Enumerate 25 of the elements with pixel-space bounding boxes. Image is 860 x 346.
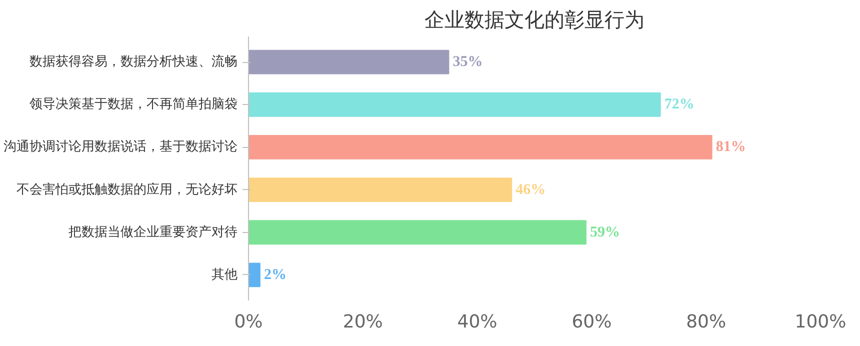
data-label: 59% [590, 224, 620, 240]
y-tick-label: 把数据当做企业重要资产对待 [68, 224, 238, 240]
y-tick-label: 领导决策基于数据，不再简单拍脑袋 [30, 97, 238, 112]
x-tick-label: 60% [572, 312, 612, 332]
x-tick-label: 20% [342, 312, 383, 332]
y-tick-label: 沟通协调讨论用数据说话，基于数据讨论 [4, 140, 238, 155]
x-tick-label: 40% [457, 312, 498, 332]
data-label: 72% [664, 96, 694, 113]
y-tick-label: 其他 [212, 267, 238, 282]
chart-title: 企业数据文化的彰显行为 [424, 8, 644, 32]
bar [248, 50, 450, 74]
y-tick-label: 数据获得容易，数据分析快速、流畅 [30, 54, 238, 70]
x-tick-label: 80% [686, 312, 726, 332]
data-label: 46% [516, 182, 546, 198]
bar [248, 178, 512, 202]
x-tick-label: 100% [794, 312, 846, 332]
bar [248, 262, 260, 288]
data-label: 2% [264, 266, 286, 283]
data-label: 81% [716, 139, 746, 156]
x-tick-label: 0% [234, 312, 263, 332]
bar [248, 220, 586, 245]
y-tick-label: 不会害怕或抵触数据的应用，无论好坏 [16, 181, 238, 198]
data-label: 35% [452, 54, 483, 70]
bar [248, 92, 661, 117]
bar [248, 135, 712, 160]
